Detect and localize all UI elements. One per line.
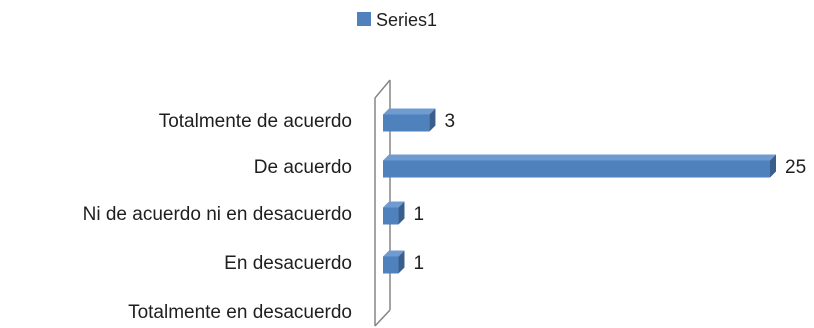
bars-layer <box>383 108 776 274</box>
bar <box>383 250 405 274</box>
bar-top-face <box>383 201 405 208</box>
bar-top-face <box>383 154 776 161</box>
bar-side-face <box>398 201 405 225</box>
category-label: Totalmente de acuerdo <box>159 111 352 132</box>
bar-front-face <box>383 160 770 178</box>
bar-front-face <box>383 256 399 274</box>
plot-back-wall <box>374 79 391 327</box>
bar-front-face <box>383 114 430 132</box>
bar-side-face <box>770 154 776 178</box>
bar-top-face <box>383 250 405 257</box>
bar-front-face <box>383 207 399 225</box>
data-label: 25 <box>785 157 806 178</box>
bar <box>383 108 436 132</box>
bar-top-face <box>383 108 436 115</box>
data-label: 1 <box>413 204 424 225</box>
category-labels: Totalmente de acuerdo De acuerdo Ni de acu… <box>83 111 352 323</box>
category-label: De acuerdo <box>254 157 352 178</box>
legend-swatch-series1 <box>357 12 371 26</box>
bar <box>383 154 776 178</box>
legend: Series1 <box>357 10 437 30</box>
data-labels: 3 25 1 1 <box>413 111 806 274</box>
category-label: Ni de acuerdo ni en desacuerdo <box>83 204 352 225</box>
data-label: 3 <box>444 111 455 132</box>
legend-label-series1: Series1 <box>376 10 437 30</box>
bar-side-face <box>429 108 436 132</box>
data-label: 1 <box>413 253 424 274</box>
bar-side-face <box>398 250 405 274</box>
bar <box>383 201 405 225</box>
category-label: Totalmente en desacuerdo <box>128 302 352 323</box>
category-label: En desacuerdo <box>224 253 352 274</box>
